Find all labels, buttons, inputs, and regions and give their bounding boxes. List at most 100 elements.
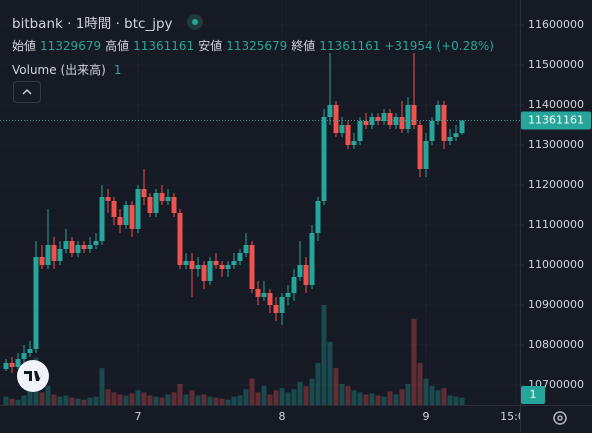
- volume-bar: [369, 393, 375, 405]
- volume-bar: [39, 392, 45, 405]
- volume-bar: [135, 390, 141, 405]
- y-tick-label: 11400000: [528, 98, 584, 111]
- collapse-button[interactable]: [13, 81, 41, 103]
- volume-bar: [441, 388, 447, 405]
- candle-body: [135, 189, 141, 229]
- close-label: 終値: [291, 39, 316, 53]
- candle-body: [279, 297, 285, 313]
- volume-bar: [399, 389, 405, 405]
- volume-bar: [363, 394, 369, 405]
- candle-body: [147, 197, 153, 213]
- candle-body: [213, 261, 219, 265]
- candle-body: [345, 125, 351, 145]
- candle-body: [447, 137, 453, 141]
- volume-bar: [273, 390, 279, 405]
- volume-bar: [63, 395, 69, 405]
- candle-body: [3, 363, 9, 369]
- volume-bar: [447, 395, 453, 405]
- x-tick-label: 9: [423, 410, 430, 423]
- volume-bar: [27, 390, 33, 405]
- candle-body: [315, 201, 321, 233]
- volume-bar: [129, 393, 135, 405]
- candle-body: [201, 265, 207, 281]
- x-tick-label: 7: [135, 410, 142, 423]
- candle-body: [255, 289, 261, 297]
- open-value: 11329679: [40, 38, 102, 53]
- x-tick-label: 8: [279, 410, 286, 423]
- candle-body: [381, 113, 387, 121]
- candle-body: [9, 363, 15, 367]
- candle-body: [21, 353, 27, 359]
- y-tick-label: 11200000: [528, 178, 584, 191]
- volume-bar: [315, 362, 321, 405]
- volume-bar: [255, 392, 261, 405]
- candle-body: [51, 245, 57, 261]
- volume-bar: [279, 388, 285, 405]
- candle-body: [429, 121, 435, 141]
- volume-bar: [411, 318, 417, 405]
- volume-bar: [339, 383, 345, 405]
- volume-bar: [345, 386, 351, 405]
- tv-logo: [17, 360, 49, 392]
- volume-bar: [321, 305, 327, 405]
- volume-value-box: [521, 386, 545, 404]
- y-tick-label: 10800000: [528, 338, 584, 351]
- volume-bar: [393, 394, 399, 405]
- volume-label: Volume (出来高): [12, 63, 106, 77]
- candle-body: [111, 201, 117, 217]
- close-value: 11361161: [319, 38, 381, 53]
- volume-bar: [69, 397, 75, 405]
- candle-body: [15, 359, 21, 367]
- y-tick-label: 11100000: [528, 218, 584, 231]
- volume-bar: [111, 392, 117, 405]
- volume-bar: [21, 395, 27, 405]
- volume-bar: [261, 386, 267, 405]
- candle-body: [63, 241, 69, 249]
- candle-body: [81, 245, 87, 249]
- candle-body: [249, 245, 255, 289]
- volume-bar: [327, 341, 333, 405]
- y-tick-label: 11600000: [528, 18, 584, 31]
- volume-bar: [249, 378, 255, 405]
- candle-body: [57, 249, 63, 261]
- candle-body: [441, 105, 447, 141]
- candle-body: [435, 105, 441, 121]
- volume-bar: [423, 378, 429, 405]
- candle-body: [141, 189, 147, 197]
- candle-body: [363, 121, 369, 125]
- volume-bar: [45, 386, 51, 405]
- candle-body: [117, 217, 123, 225]
- candle-body: [411, 105, 417, 125]
- volume-bar: [417, 362, 423, 405]
- volume-bar: [51, 394, 57, 405]
- volume-bar: [189, 390, 195, 405]
- volume-bar: [375, 395, 381, 405]
- candle-body: [453, 133, 459, 137]
- candle-body: [195, 265, 201, 269]
- volume-bar: [267, 394, 273, 405]
- volume-row: Volume (出来高) 1: [12, 61, 121, 78]
- candle-body: [105, 197, 111, 201]
- volume-bar: [225, 399, 231, 405]
- volume-bar: [351, 390, 357, 405]
- title-row: bitbank · 1時間 · btc_jpy: [12, 12, 203, 32]
- candle-body: [303, 265, 309, 285]
- volume-bar: [141, 392, 147, 405]
- volume-bar: [435, 390, 441, 405]
- candle-body: [183, 261, 189, 265]
- volume-bar: [459, 397, 465, 405]
- volume-bar: [357, 392, 363, 405]
- chevron: [22, 89, 32, 95]
- candle-body: [69, 241, 75, 253]
- candle-body: [165, 197, 171, 201]
- volume-bar: [237, 395, 243, 405]
- candle-body: [267, 293, 273, 305]
- candle-body: [129, 205, 135, 229]
- volume-bar: [87, 397, 93, 405]
- last-price-label: 11361161: [528, 114, 584, 127]
- candle-body: [45, 245, 51, 265]
- volume-bar: [159, 397, 165, 405]
- settings-button[interactable]: [553, 411, 567, 425]
